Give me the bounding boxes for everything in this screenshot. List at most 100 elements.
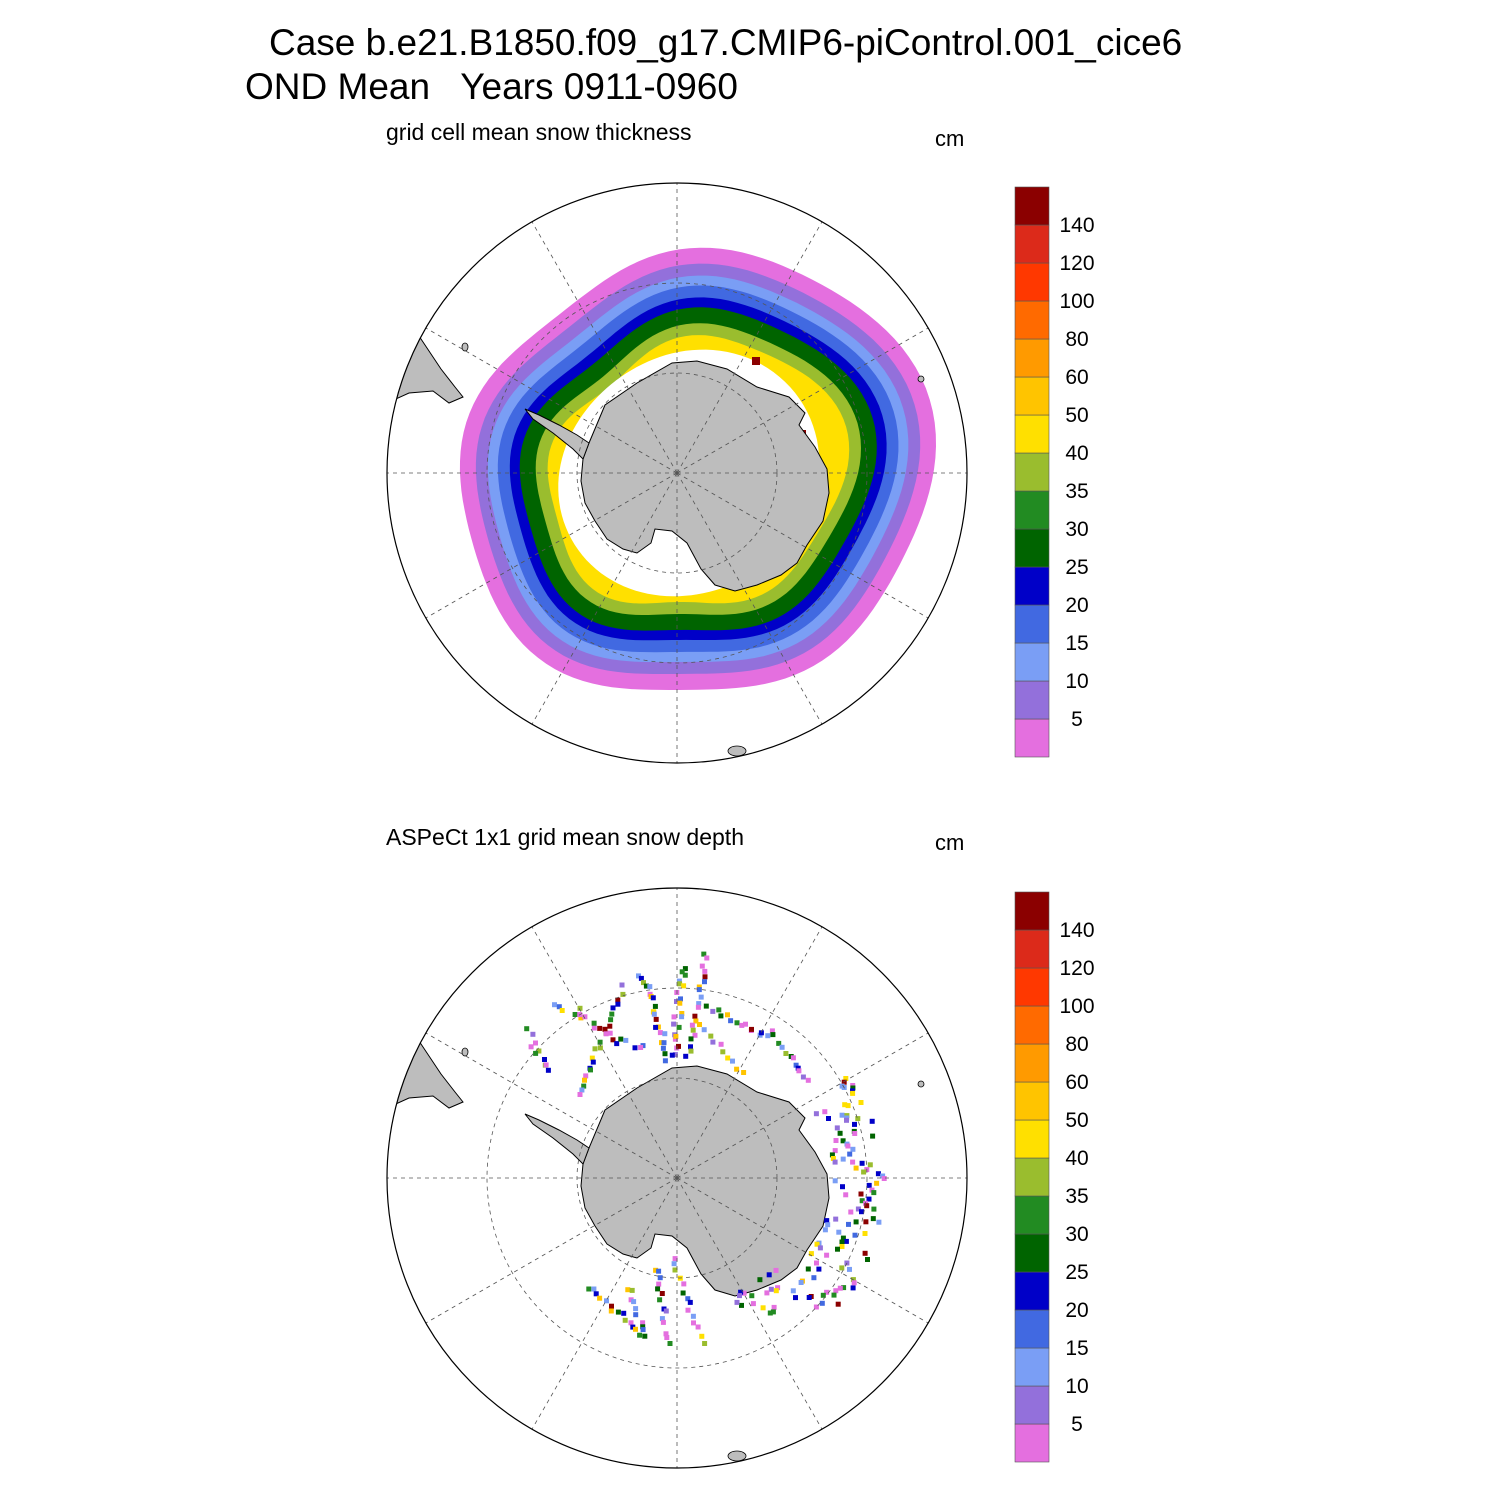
observation-cell bbox=[642, 1333, 648, 1339]
observation-cell bbox=[866, 1182, 872, 1188]
observation-cell bbox=[633, 1326, 638, 1332]
observation-cell bbox=[850, 1090, 856, 1096]
colorbar-box bbox=[1014, 604, 1050, 644]
observation-cell bbox=[757, 1277, 763, 1283]
observation-cell bbox=[610, 1005, 616, 1011]
hotspot bbox=[752, 357, 760, 365]
observation-cell bbox=[850, 1159, 856, 1165]
colorbar-box bbox=[1014, 1423, 1050, 1463]
observation-cell bbox=[839, 1239, 845, 1245]
observation-cell bbox=[697, 1022, 702, 1027]
observation-cell bbox=[647, 984, 653, 990]
observation-cell bbox=[623, 1037, 629, 1043]
colorbar-tick-label: 25 bbox=[1065, 1261, 1088, 1284]
colorbar-box bbox=[1014, 224, 1050, 264]
observation-cell bbox=[693, 1018, 699, 1024]
observation-cell bbox=[602, 1026, 608, 1032]
observation-cell bbox=[703, 1003, 709, 1009]
observation-cell bbox=[741, 1070, 747, 1075]
observation-cell bbox=[865, 1257, 870, 1262]
observation-cell bbox=[835, 1246, 840, 1252]
observation-tracks bbox=[524, 951, 887, 1346]
observation-cell bbox=[798, 1280, 804, 1285]
observation-cell bbox=[875, 1171, 881, 1177]
observation-cell bbox=[839, 1244, 845, 1249]
observation-cell bbox=[543, 1062, 549, 1068]
antarctica-landmass bbox=[580, 1065, 830, 1297]
observation-cell bbox=[843, 1238, 849, 1244]
island bbox=[461, 342, 469, 352]
observation-cell bbox=[739, 1302, 744, 1308]
meridian-line bbox=[676, 1177, 823, 1430]
observation-cell bbox=[843, 1192, 849, 1198]
observation-cell bbox=[855, 1116, 861, 1122]
observation-cell bbox=[881, 1176, 887, 1181]
observation-cell bbox=[676, 1043, 681, 1049]
observation-cell bbox=[688, 1036, 694, 1042]
observation-cell bbox=[835, 1301, 841, 1307]
figure-title-period: OND Mean Years 0911-0960 bbox=[245, 66, 738, 107]
observation-cell bbox=[583, 1073, 589, 1079]
colorbar-tick-label: 30 bbox=[1065, 518, 1088, 541]
observation-cell bbox=[669, 1052, 675, 1058]
observation-cell bbox=[770, 1032, 776, 1038]
observation-cell bbox=[845, 1103, 851, 1109]
observation-cell bbox=[614, 1041, 620, 1047]
observation-cell bbox=[679, 969, 685, 975]
colorbar-box bbox=[1014, 1309, 1050, 1349]
observation-cell bbox=[622, 1317, 628, 1323]
land-mask bbox=[387, 332, 925, 757]
observation-cell bbox=[685, 1296, 691, 1302]
observation-cell bbox=[621, 1310, 627, 1316]
land-mask bbox=[387, 1037, 925, 1462]
antarctic-peninsula bbox=[524, 1113, 590, 1165]
observation-cell bbox=[608, 1017, 614, 1023]
observation-cell bbox=[701, 951, 707, 957]
observation-cell bbox=[852, 1232, 858, 1238]
observation-cell bbox=[844, 1117, 849, 1123]
observation-cell bbox=[859, 1209, 864, 1215]
observation-cell bbox=[824, 1289, 830, 1295]
observation-cell bbox=[615, 997, 621, 1003]
observation-cell bbox=[814, 1260, 819, 1266]
map-panel-model bbox=[386, 182, 968, 764]
observation-cell bbox=[664, 1335, 670, 1340]
graticule bbox=[387, 888, 967, 1468]
observation-cell bbox=[760, 1305, 766, 1311]
observation-cell bbox=[790, 1288, 796, 1294]
observation-cell bbox=[710, 1039, 716, 1045]
observation-cell bbox=[716, 1007, 722, 1013]
latitude-circle bbox=[486, 282, 868, 664]
observation-cell bbox=[783, 1051, 789, 1056]
observation-cell bbox=[683, 1053, 689, 1059]
colorbar-tick-label: 5 bbox=[1071, 1413, 1083, 1436]
colorbar-box bbox=[1014, 414, 1050, 454]
observation-cell bbox=[552, 1002, 557, 1008]
observation-cell bbox=[582, 1077, 587, 1083]
observation-cell bbox=[749, 1026, 754, 1032]
observation-cell bbox=[657, 1297, 663, 1303]
observation-cell bbox=[758, 1030, 764, 1036]
observation-cell bbox=[847, 1266, 852, 1272]
observation-cell bbox=[630, 1324, 636, 1330]
observation-cell bbox=[691, 1320, 696, 1326]
observation-cell bbox=[662, 1031, 668, 1037]
colorbar-tick-label: 120 bbox=[1059, 252, 1094, 275]
observation-cell bbox=[824, 1252, 830, 1258]
observation-cell bbox=[640, 1327, 646, 1333]
observation-cell bbox=[853, 1219, 859, 1225]
observation-cell bbox=[867, 1162, 873, 1168]
observation-cell bbox=[615, 1001, 621, 1007]
observation-cell bbox=[680, 1290, 686, 1296]
colorbar-tick-label: 60 bbox=[1065, 1071, 1088, 1094]
observation-cell bbox=[657, 1275, 663, 1281]
observation-cell bbox=[673, 1033, 679, 1039]
observation-cell bbox=[533, 1050, 539, 1056]
observation-cell bbox=[655, 1286, 661, 1292]
observation-cell bbox=[790, 1055, 796, 1061]
observation-cell bbox=[699, 1333, 705, 1339]
observation-cell bbox=[699, 963, 705, 969]
observation-cell bbox=[696, 1001, 702, 1007]
observation-cell bbox=[628, 1320, 634, 1326]
observation-cell bbox=[692, 1013, 698, 1019]
